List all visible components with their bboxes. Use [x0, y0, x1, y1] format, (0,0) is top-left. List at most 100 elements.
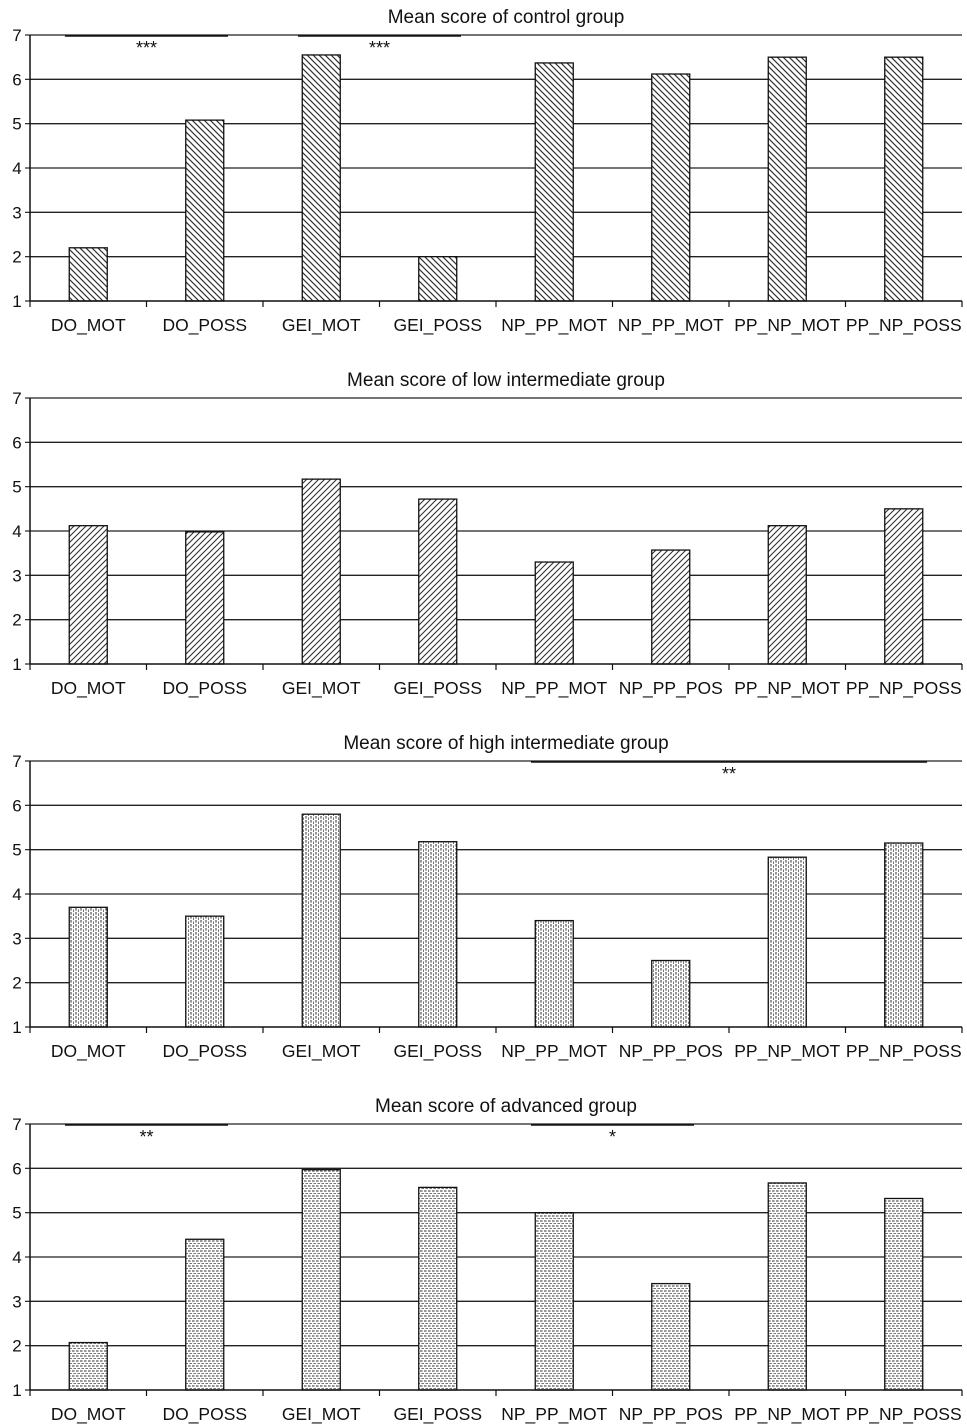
bar: [534, 1212, 574, 1391]
bar: [767, 525, 807, 665]
bar: [534, 62, 574, 302]
bar: [534, 919, 574, 1028]
y-tick-label: 7: [12, 752, 21, 771]
bar: [767, 1182, 807, 1391]
y-tick-label: 6: [12, 1159, 21, 1178]
y-tick-label: 5: [12, 115, 21, 134]
x-tick-label: PP_NP_POSS: [846, 678, 962, 699]
x-tick-label: PP_NP_MOT: [734, 1404, 840, 1425]
chart-title: Mean score of high intermediate group: [343, 733, 668, 754]
bar: [185, 915, 225, 1028]
x-tick-label: DO_MOT: [51, 1041, 126, 1062]
bar: [884, 508, 924, 665]
x-tick-label: NP_PP_MOT: [501, 315, 607, 336]
x-tick-label: GEI_MOT: [282, 1041, 361, 1062]
x-tick-label: DO_POSS: [162, 1404, 247, 1425]
bar: [651, 549, 691, 665]
x-tick-label: DO_POSS: [162, 1041, 247, 1062]
bar: [68, 525, 108, 665]
x-tick-label: GEI_MOT: [282, 678, 361, 699]
chart-panel-4: Mean score of advanced group 1 2 3 4 5 6 7 DO_MO…: [12, 1096, 963, 1425]
x-tick-label: GEI_POSS: [393, 678, 482, 699]
significance-label: **: [139, 1127, 153, 1147]
x-tick-label: NP_PP_MOT: [501, 678, 607, 699]
bar: [68, 1341, 108, 1391]
x-tick-label: PP_NP_MOT: [734, 678, 840, 699]
y-tick-label: 6: [12, 433, 21, 452]
y-tick-label: 3: [12, 929, 21, 948]
bar: [301, 54, 341, 302]
y-tick-label: 5: [12, 1204, 21, 1223]
x-tick-label: GEI_POSS: [393, 315, 482, 336]
chart-panel-2: Mean score of low intermediate group 1 2 3 4…: [12, 370, 963, 699]
chart-title: Mean score of advanced group: [375, 1096, 637, 1117]
x-tick-label: NP_PP_MOT: [501, 1041, 607, 1062]
bar: [884, 842, 924, 1028]
x-tick-label: NP_PP_POS: [619, 678, 723, 699]
x-tick-label: PP_NP_POSS: [846, 1041, 962, 1062]
bar: [884, 1197, 924, 1391]
significance-label: ***: [136, 38, 157, 58]
x-tick-label: NP_PP_MOT: [501, 1404, 607, 1425]
bar: [301, 813, 341, 1028]
bar: [418, 1186, 458, 1391]
significance-label: ***: [369, 38, 390, 58]
y-tick-label: 3: [12, 203, 21, 222]
y-tick-label: 6: [12, 796, 21, 815]
x-tick-label: DO_MOT: [51, 678, 126, 699]
x-tick-label: PP_NP_POSS: [846, 315, 962, 336]
y-tick-label: 1: [12, 1381, 21, 1400]
y-tick-label: 3: [12, 566, 21, 585]
bar: [651, 73, 691, 302]
chart-title: Mean score of control group: [388, 7, 625, 28]
y-tick-label: 4: [12, 159, 21, 178]
x-tick-label: DO_MOT: [51, 315, 126, 336]
bar: [185, 1238, 225, 1391]
x-tick-label: GEI_POSS: [393, 1041, 482, 1062]
bar: [185, 119, 225, 302]
x-tick-label: PP_NP_MOT: [734, 1041, 840, 1062]
y-tick-label: 4: [12, 885, 21, 904]
y-tick-label: 7: [12, 389, 21, 408]
y-tick-label: 7: [12, 26, 21, 45]
y-tick-label: 2: [12, 611, 21, 630]
y-tick-label: 6: [12, 70, 21, 89]
bar: [418, 841, 458, 1028]
y-tick-label: 5: [12, 478, 21, 497]
y-tick-label: 2: [12, 248, 21, 267]
bar: [767, 56, 807, 302]
bar: [301, 1169, 341, 1391]
chart-panel-3: Mean score of high intermediate group 1 2 3…: [12, 733, 963, 1062]
x-tick-label: NP_PP_POS: [619, 1041, 723, 1062]
x-tick-label: GEI_MOT: [282, 1404, 361, 1425]
chart-panel-1: Mean score of control group 1 2 3 4 5 6 7 DO_MOT…: [12, 7, 963, 336]
x-tick-label: NP_PP_MOT: [618, 315, 724, 336]
y-tick-label: 1: [12, 1018, 21, 1037]
x-tick-label: NP_PP_POS: [619, 1404, 723, 1425]
significance-label: *: [609, 1127, 616, 1147]
y-tick-label: 5: [12, 841, 21, 860]
significance-label: **: [722, 764, 736, 784]
x-tick-label: DO_MOT: [51, 1404, 126, 1425]
bar: [418, 256, 458, 302]
y-tick-label: 1: [12, 655, 21, 674]
bar: [651, 1282, 691, 1391]
bar: [418, 498, 458, 665]
y-tick-label: 2: [12, 1337, 21, 1356]
bar: [68, 247, 108, 302]
bar: [534, 561, 574, 665]
y-tick-label: 4: [12, 522, 21, 541]
x-tick-label: DO_POSS: [162, 678, 247, 699]
bar: [185, 531, 225, 665]
y-tick-label: 3: [12, 1292, 21, 1311]
x-tick-label: PP_NP_MOT: [734, 315, 840, 336]
chart-title: Mean score of low intermediate group: [347, 370, 665, 391]
bar: [68, 906, 108, 1028]
y-tick-label: 2: [12, 974, 21, 993]
y-tick-label: 4: [12, 1248, 21, 1267]
bar: [301, 478, 341, 665]
x-tick-label: PP_NP_POSS: [846, 1404, 962, 1425]
bar: [767, 856, 807, 1028]
y-tick-label: 7: [12, 1115, 21, 1134]
